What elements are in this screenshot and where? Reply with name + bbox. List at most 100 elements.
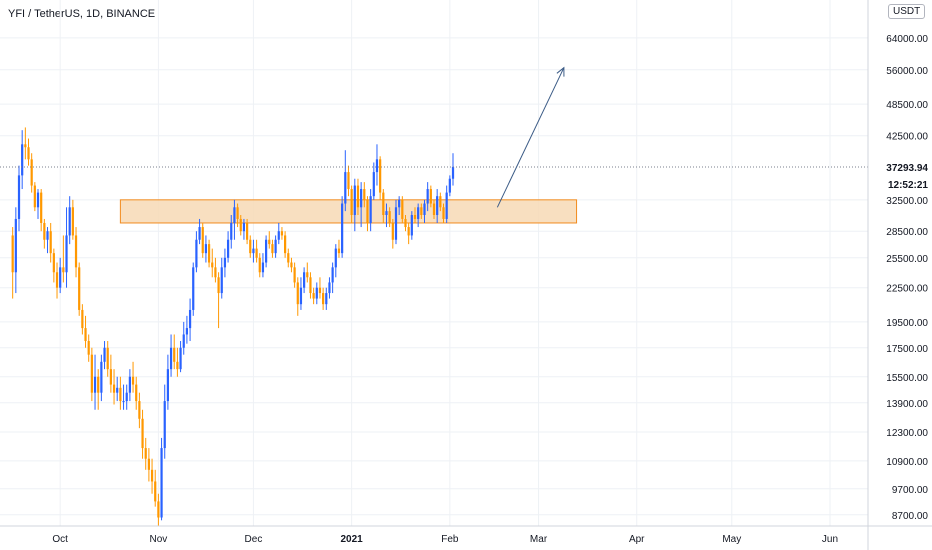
candle <box>55 272 59 288</box>
candle <box>255 248 258 258</box>
y-tick-label: 42500.00 <box>886 132 928 143</box>
candle <box>122 401 125 403</box>
candle <box>407 227 410 236</box>
candle <box>30 159 33 186</box>
candle <box>296 282 299 305</box>
candle <box>315 287 318 299</box>
candle <box>436 196 439 216</box>
candle <box>27 147 30 160</box>
candle <box>144 448 147 459</box>
candle <box>192 267 195 310</box>
candle <box>382 192 385 216</box>
y-tick-label: 22500.00 <box>886 284 928 295</box>
candle <box>264 239 268 263</box>
candle <box>401 199 404 219</box>
candle <box>445 192 448 219</box>
candle <box>448 178 451 193</box>
candle <box>391 222 394 240</box>
candle <box>43 222 46 240</box>
candle <box>369 196 372 223</box>
x-tick-label: Dec <box>245 534 263 545</box>
candle <box>233 207 236 223</box>
x-tick-label: Mar <box>530 534 548 545</box>
candle <box>49 231 52 254</box>
candle <box>394 207 398 240</box>
candle <box>33 185 36 208</box>
candle <box>356 185 360 208</box>
candle <box>14 218 17 273</box>
candle <box>147 458 150 470</box>
candle <box>87 341 90 355</box>
candle <box>303 272 306 288</box>
candle <box>220 267 223 294</box>
candle <box>325 293 328 305</box>
y-tick-label: 28500.00 <box>886 227 928 238</box>
y-tick-label: 15500.00 <box>886 373 928 384</box>
candle <box>287 253 290 263</box>
y-tick-label: 13900.00 <box>886 399 928 410</box>
candle <box>261 262 265 273</box>
candle <box>258 257 261 273</box>
candle <box>179 347 182 370</box>
candle <box>331 267 334 283</box>
countdown-badge <box>869 175 932 192</box>
candle <box>78 267 81 310</box>
candle <box>360 189 363 208</box>
candle <box>119 387 122 402</box>
candle <box>429 189 432 204</box>
candle <box>334 248 337 268</box>
candle <box>173 347 176 362</box>
candle <box>328 282 331 294</box>
candle <box>293 267 296 283</box>
y-tick-label: 32500.00 <box>886 196 928 207</box>
candle <box>150 469 154 482</box>
countdown-label: 12:52:21 <box>888 180 928 191</box>
candle <box>290 262 293 268</box>
x-tick-label: Apr <box>629 534 645 545</box>
candle <box>112 384 116 393</box>
candle <box>204 244 208 254</box>
candle <box>236 207 239 219</box>
y-tick-label: 56000.00 <box>886 66 928 77</box>
candle <box>128 376 131 393</box>
candle <box>322 293 325 305</box>
candle <box>366 199 369 223</box>
last-price-badge <box>869 158 932 175</box>
y-tick-label: 19500.00 <box>886 318 928 329</box>
candle <box>201 227 204 254</box>
candle <box>62 267 65 273</box>
candle <box>185 328 189 335</box>
candle <box>125 392 128 402</box>
x-tick-label: Oct <box>52 534 68 545</box>
candle <box>442 207 445 219</box>
y-tick-label: 10900.00 <box>886 457 928 468</box>
currency-badge[interactable]: USDT <box>888 4 926 19</box>
candle <box>11 235 14 273</box>
candle <box>90 354 93 393</box>
candle <box>344 172 347 204</box>
x-tick-label: 2021 <box>341 534 364 545</box>
candle <box>363 189 366 200</box>
candle <box>169 347 173 370</box>
candle <box>217 277 220 294</box>
candle <box>274 239 277 254</box>
candle <box>93 376 97 393</box>
candle <box>103 347 106 362</box>
x-tick-label: Jun <box>822 534 838 545</box>
x-tick-label: Nov <box>149 534 167 545</box>
candle <box>337 248 341 254</box>
candle <box>341 203 344 254</box>
candle <box>277 231 280 240</box>
candle <box>195 239 198 268</box>
candle <box>280 231 284 236</box>
candle <box>154 481 157 502</box>
y-tick-label: 64000.00 <box>886 34 928 45</box>
candle <box>271 244 274 254</box>
support-zone <box>119 199 578 224</box>
candle <box>138 401 141 419</box>
candle <box>309 277 312 294</box>
candle <box>226 239 230 258</box>
candle <box>198 227 201 240</box>
